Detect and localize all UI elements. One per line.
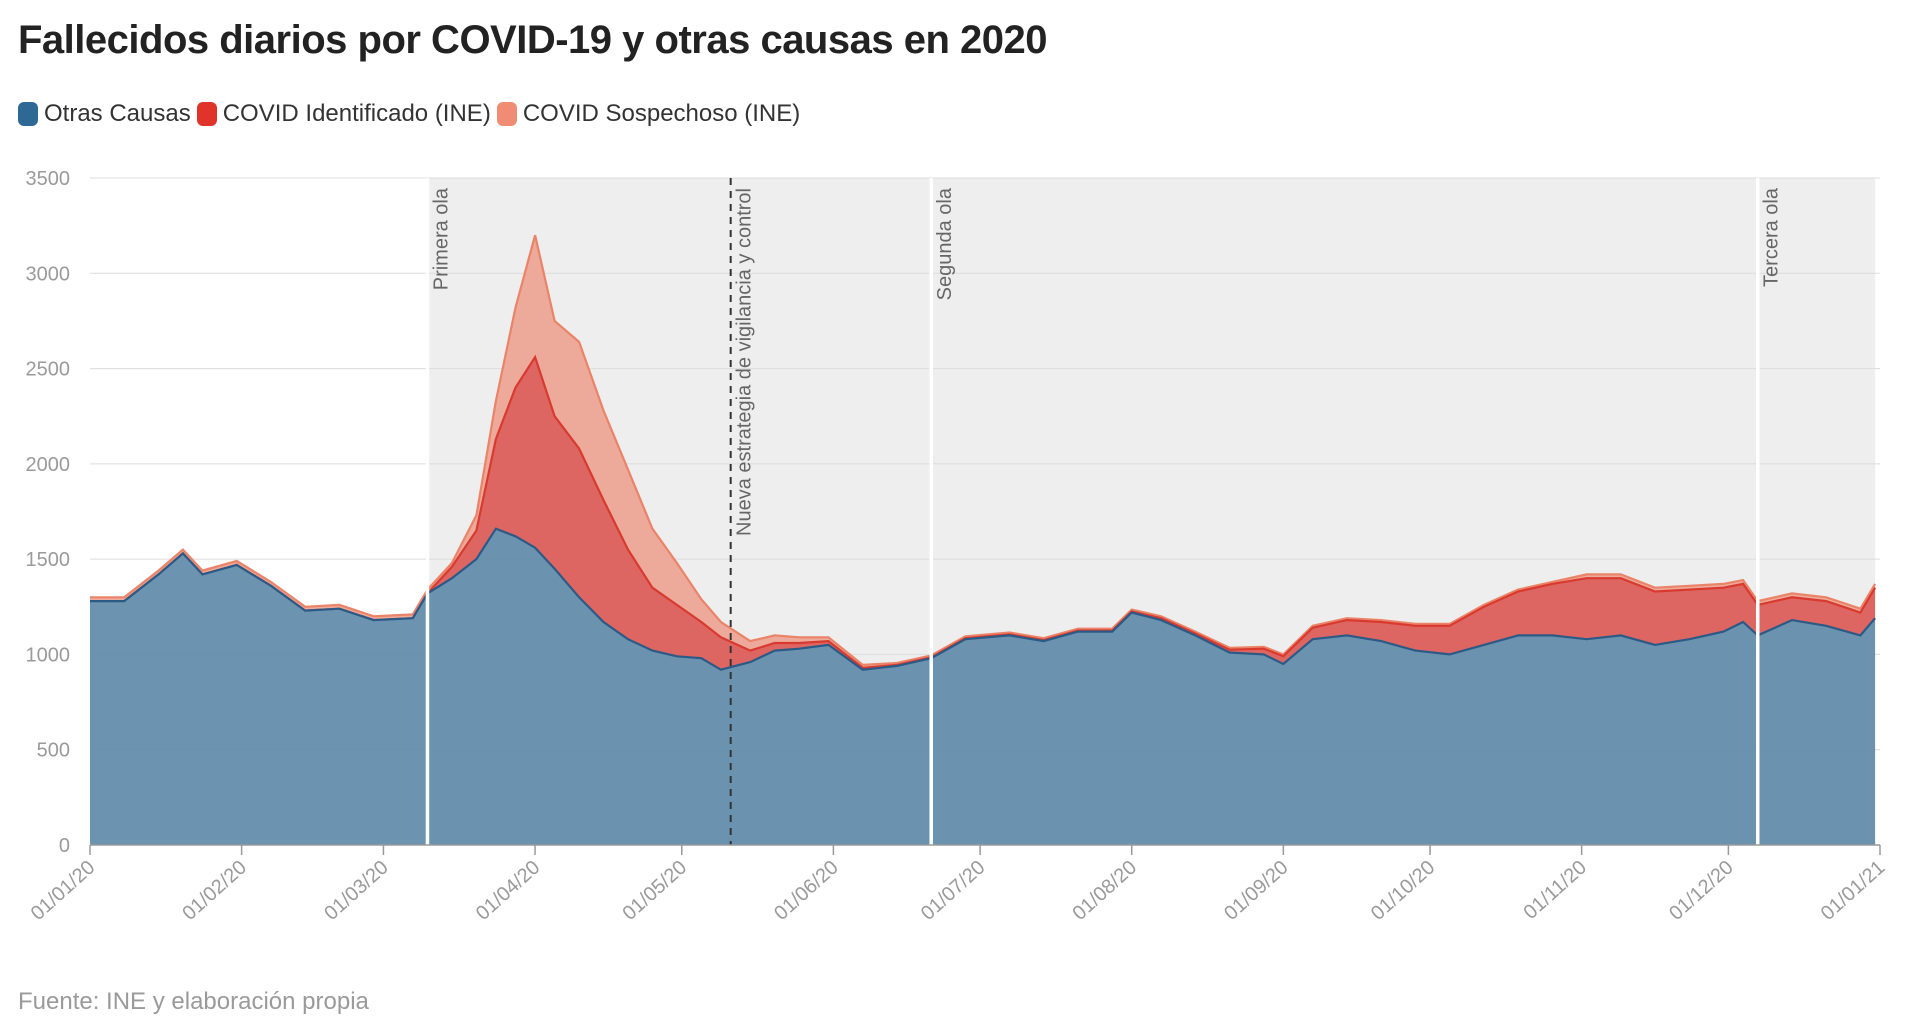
annotation-label-0: Primera ola [430, 187, 452, 290]
x-tick-label-6: 01/07/20 [917, 856, 990, 924]
legend: Otras Causas COVID Identificado (INE) CO… [18, 100, 806, 128]
area-covid-sospechoso [90, 235, 1876, 668]
x-tick-label-0: 01/01/20 [27, 856, 100, 924]
legend-swatch-otras-causas [18, 102, 38, 126]
y-tick-label-0: 0 [59, 835, 70, 857]
area-covid-identificado [90, 357, 1876, 670]
legend-label-otras-causas: Otras Causas [44, 100, 191, 127]
annotation-label-3: Tercera ola [1761, 187, 1783, 287]
legend-label-covid-sospechoso: COVID Sospechoso (INE) [522, 100, 801, 127]
annotation-label-1: Nueva estrategia de vigilancia y control [734, 188, 756, 536]
y-tick-label-1500: 1500 [26, 549, 71, 571]
x-tick-label-1: 01/02/20 [178, 856, 251, 924]
x-tick-label-12: 01/01/21 [1817, 856, 1890, 924]
chart-title: Fallecidos diarios por COVID-19 y otras … [18, 18, 1048, 62]
x-tick-label-7: 01/08/20 [1068, 856, 1141, 924]
y-tick-label-1000: 1000 [26, 644, 71, 666]
x-tick-label-2: 01/03/20 [320, 856, 393, 924]
y-tick-label-3000: 3000 [26, 263, 71, 285]
chart-svg: 0 500 1000 1500 2000 2500 3000 3500 Primera ola N… [26, 168, 1890, 925]
y-tick-label-2000: 2000 [26, 454, 71, 476]
line-otras-causas [90, 527, 1876, 671]
line-covid-sospechoso [90, 234, 1877, 667]
legend-item-otras-causas[interactable]: Otras Causas [18, 100, 191, 128]
x-tick-label-9: 01/10/20 [1367, 856, 1440, 924]
y-tick-label-3500: 3500 [26, 168, 71, 190]
x-tick-label-10: 01/11/20 [1520, 856, 1591, 923]
y-tick-label-500: 500 [37, 740, 70, 762]
x-tick-label-11: 01/12/20 [1665, 856, 1738, 924]
annotation-label-2: Segunda ola [934, 187, 956, 300]
legend-item-covid-sospechoso[interactable]: COVID Sospechoso (INE) [496, 100, 801, 128]
legend-swatch-covid-identificado [196, 102, 217, 126]
legend-swatch-covid-sospechoso [496, 102, 517, 126]
legend-label-covid-identificado: COVID Identificado (INE) [222, 100, 491, 127]
x-tick-label-5: 01/06/20 [770, 856, 843, 924]
x-tick-label-4: 01/05/20 [619, 856, 692, 924]
x-tick-label-3: 01/04/20 [472, 856, 545, 924]
legend-item-covid-identificado[interactable]: COVID Identificado (INE) [196, 100, 491, 128]
source-note: Fuente: INE y elaboración propia [18, 988, 369, 1015]
y-tick-label-2500: 2500 [26, 359, 71, 381]
x-tick-label-8: 01/09/20 [1220, 856, 1293, 924]
area-otras-causas [90, 528, 1876, 845]
